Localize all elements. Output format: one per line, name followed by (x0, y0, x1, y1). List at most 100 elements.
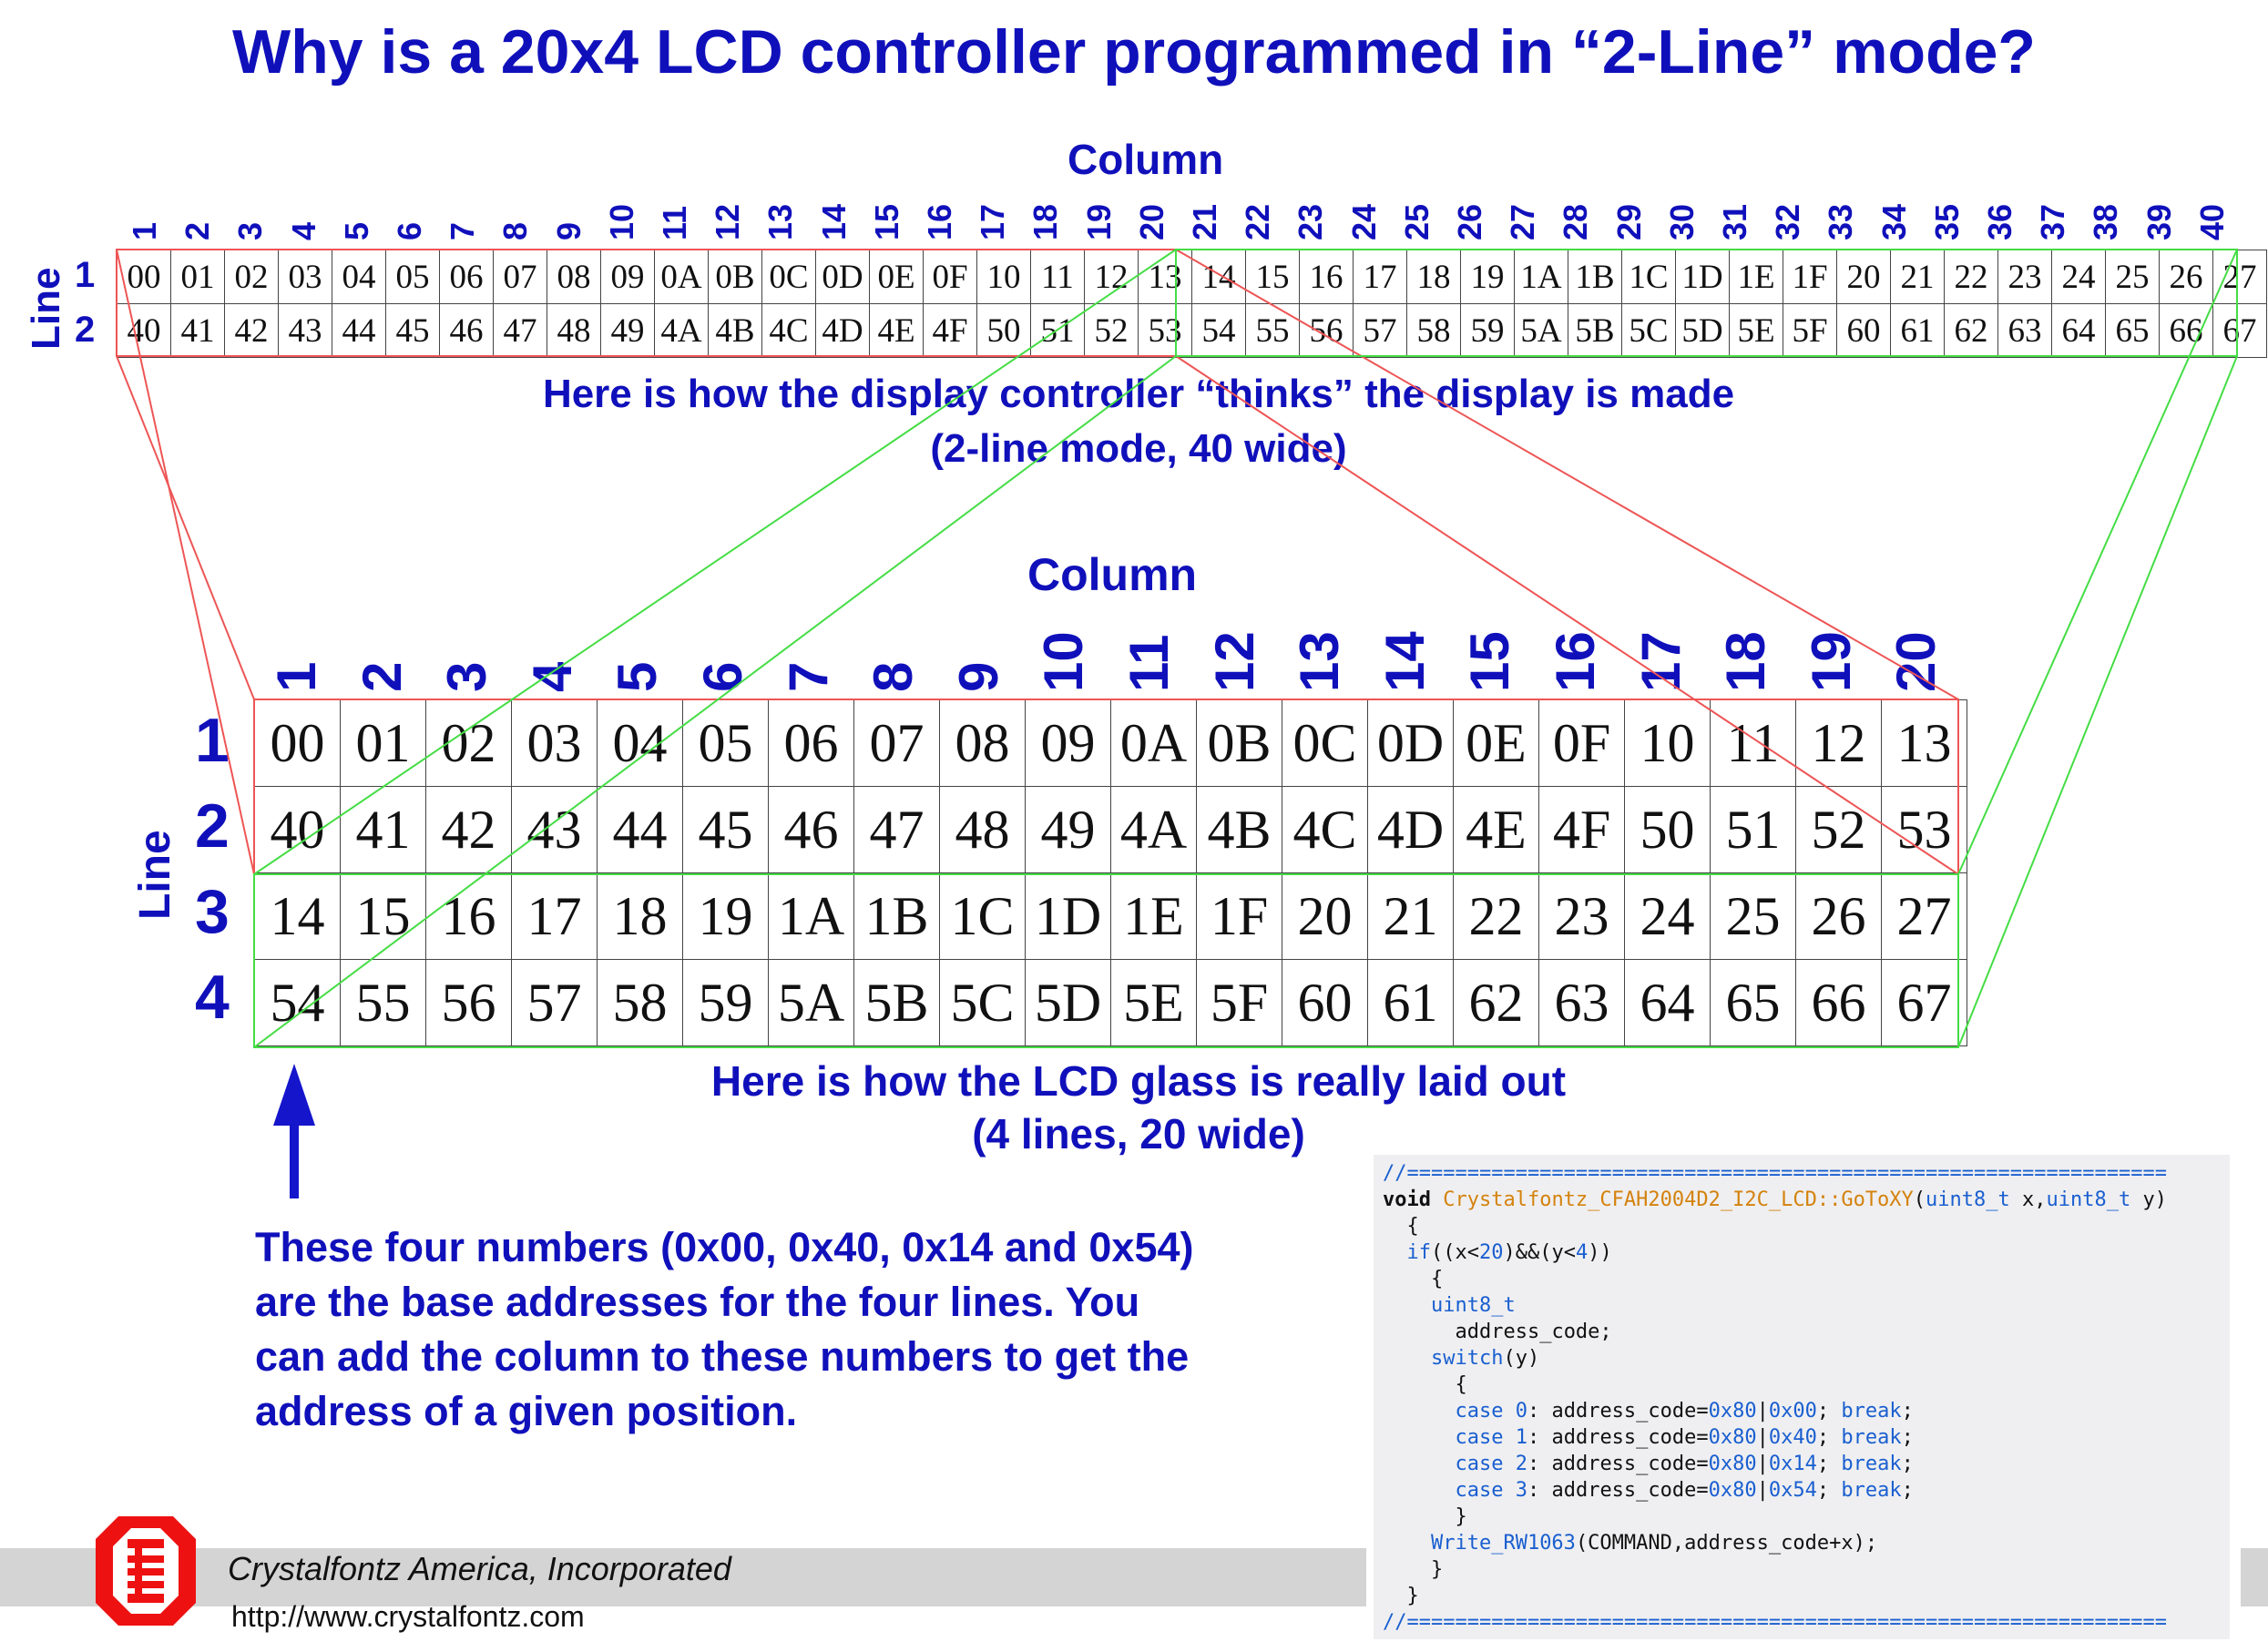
code-token: | (1756, 1426, 1769, 1449)
glass-cell: 58 (597, 959, 683, 1046)
controller-cell: 09 (600, 250, 655, 304)
glass-cell: 00 (254, 699, 341, 787)
red-map-line-left-2 (116, 249, 255, 875)
glass-cell: 5A (768, 959, 854, 1046)
up-arrow-icon (273, 1064, 315, 1198)
glass-cell: 4B (1196, 786, 1282, 873)
glass-cell: 51 (1710, 786, 1796, 873)
code-case-line: case 2: address_code=0x80|0x14; break; (1374, 1451, 2230, 1477)
code-token: 3 (1515, 1479, 1527, 1502)
controller-cell: 10 (976, 250, 1031, 304)
glass-cell: 22 (1453, 872, 1539, 960)
glass-cell: 26 (1795, 872, 1882, 960)
code-token: 0x80 (1708, 1479, 1757, 1502)
code-text: ((x< (1431, 1241, 1479, 1264)
glass-cell: 12 (1795, 699, 1882, 787)
glass-red-outline (253, 699, 1959, 875)
controller-cell: 03 (278, 250, 332, 304)
glass-cell: 44 (597, 786, 683, 873)
glass-cell: 4F (1538, 786, 1625, 873)
controller-cell: 19 (1460, 250, 1515, 304)
code-token: break (1841, 1453, 1902, 1475)
controller-cell: 50 (976, 303, 1031, 358)
code-text: address_code; (1455, 1321, 1612, 1343)
glass-cell: 04 (597, 699, 683, 787)
controller-cell: 5A (1514, 303, 1568, 358)
code-signature: void Crystalfontz_CFAH2004D2_I2C_LCD::Go… (1383, 1188, 2167, 1211)
controller-cell: 0D (815, 250, 870, 304)
code-token: ; (1816, 1453, 1830, 1475)
code-token: 0x80 (1708, 1400, 1757, 1423)
controller-cell: 0C (761, 250, 816, 304)
controller-cell: 5E (1729, 303, 1783, 358)
company-name: Crystalfontz America, Incorporated (228, 1550, 731, 1587)
glass-cell: 52 (1795, 786, 1882, 873)
controller-cell: 17 (1353, 250, 1407, 304)
code-line: { (1374, 1213, 2230, 1239)
glass-cell: 47 (853, 786, 940, 873)
controller-cell: 55 (1245, 303, 1300, 358)
code-param: x, (2009, 1188, 2047, 1211)
glass-cell: 1F (1196, 872, 1282, 960)
glass-cell: 5C (939, 959, 1026, 1046)
footer-band (0, 1548, 1366, 1606)
glass-row: 54 55 56 57 58 59 5A 5B 5C 5D 5E 5F 60 61 62 63 64 65 66 67 (254, 959, 1967, 1046)
controller-cell: 06 (439, 250, 494, 304)
code-token: case (1455, 1453, 1504, 1475)
controller-cell: 45 (385, 303, 440, 358)
glass-cell: 18 (597, 872, 683, 960)
code-token: 0 (1515, 1400, 1527, 1423)
glass-cell: 08 (939, 699, 1026, 787)
glass-green-outline (253, 873, 1959, 1048)
code-function-call: Write_RW1063 (1430, 1532, 1576, 1555)
code-line: } (1374, 1556, 2230, 1583)
glass-cell: 14 (254, 872, 341, 960)
glass-cell: 40 (254, 786, 341, 873)
top-column-label: Column (1068, 136, 1224, 183)
controller-cell: 1F (1783, 250, 1837, 304)
code-brace: } (1406, 1585, 1419, 1607)
code-snippet: //======================================… (1374, 1155, 2230, 1639)
glass-cell: 05 (682, 699, 769, 787)
glass-cell: 54 (254, 959, 341, 1046)
glass-cell: 5E (1110, 959, 1197, 1046)
glass-cell: 21 (1367, 872, 1454, 960)
code-keyword: switch (1430, 1347, 1504, 1370)
controller-cell: 21 (1890, 250, 1945, 304)
controller-cell: 5F (1783, 303, 1837, 358)
code-token: case (1455, 1426, 1504, 1449)
glass-cell: 61 (1367, 959, 1454, 1046)
controller-cell: 4A (654, 303, 709, 358)
code-text: )) (1588, 1241, 1612, 1264)
glass-cell: 24 (1624, 872, 1711, 960)
code-token: : address_code= (1527, 1426, 1709, 1449)
code-token: break (1841, 1400, 1902, 1423)
code-if-line: if((x<20)&&(y<4)) (1374, 1239, 2230, 1266)
code-token: ; (1816, 1479, 1830, 1502)
glass-cell: 56 (425, 959, 512, 1046)
code-switch-line: switch(y) (1374, 1345, 2230, 1372)
controller-cell: 5B (1568, 303, 1622, 358)
controller-cell: 0B (708, 250, 762, 304)
glass-cell: 1E (1110, 872, 1197, 960)
explanation-line: can add the column to these numbers to g… (255, 1333, 1190, 1380)
glass-cell: 13 (1881, 699, 1967, 787)
glass-cell: 02 (425, 699, 512, 787)
controller-cell: 1A (1514, 250, 1568, 304)
glass-cell: 63 (1538, 959, 1625, 1046)
glass-cell: 1A (768, 872, 854, 960)
code-token: case (1455, 1400, 1504, 1423)
glass-cell: 67 (1881, 959, 1967, 1046)
glass-row: 00 01 02 03 04 05 06 07 08 09 0A 0B 0C 0D 0E 0F 10 11 12 13 (254, 699, 1967, 787)
code-write-line: Write_RW1063(COMMAND,address_code+x); (1374, 1530, 2230, 1556)
glass-cell: 50 (1624, 786, 1711, 873)
controller-cell: 61 (1890, 303, 1945, 358)
glass-cell: 49 (1025, 786, 1111, 873)
controller-cell: 65 (2105, 303, 2160, 358)
glass-cell: 48 (939, 786, 1026, 873)
bottom-column-label: Column (1027, 549, 1198, 600)
company-url-link[interactable]: http://www.crystalfontz.com (231, 1600, 585, 1633)
controller-cell: 4E (869, 303, 924, 358)
controller-cell: 23 (1997, 250, 2052, 304)
code-case-line: case 0: address_code=0x80|0x00; break; (1374, 1398, 2230, 1424)
